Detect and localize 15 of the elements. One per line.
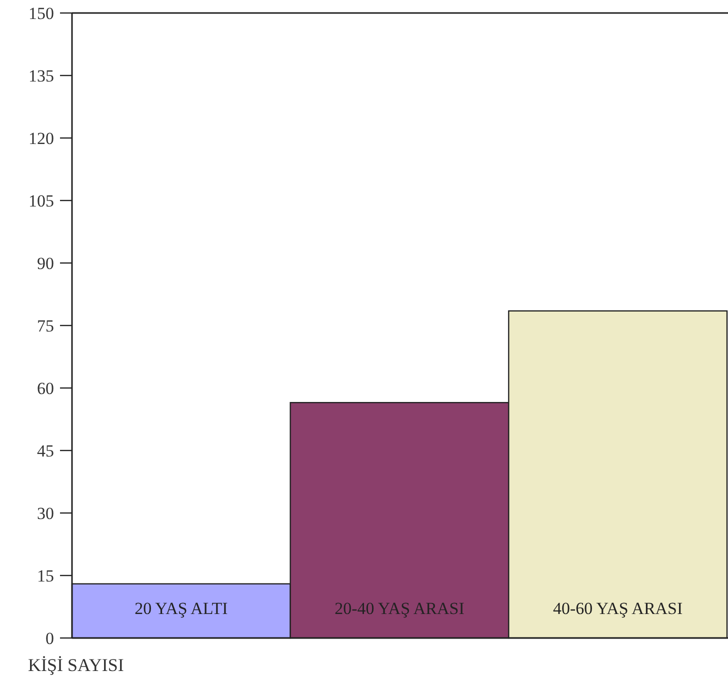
x-axis-title: KİŞİ SAYISI <box>28 655 124 675</box>
y-tick-label: 60 <box>37 378 54 398</box>
y-tick-label: 75 <box>37 316 54 336</box>
y-tick-label: 90 <box>37 254 54 273</box>
y-tick-label: 15 <box>37 566 54 586</box>
x-tick-label: 20 YAŞ ALTI <box>134 599 228 618</box>
y-tick-label: 30 <box>37 504 54 523</box>
y-tick-label: 135 <box>28 66 54 86</box>
y-tick-label: 150 <box>28 4 54 23</box>
y-tick-label: 120 <box>28 128 54 148</box>
x-tick-label: 20-40 YAŞ ARASI <box>334 599 465 618</box>
y-tick-label: 0 <box>46 628 54 648</box>
y-tick-label: 105 <box>28 191 54 210</box>
x-tick-label: 40-60 YAŞ ARASI <box>552 599 684 618</box>
y-tick-label: 45 <box>37 441 54 460</box>
